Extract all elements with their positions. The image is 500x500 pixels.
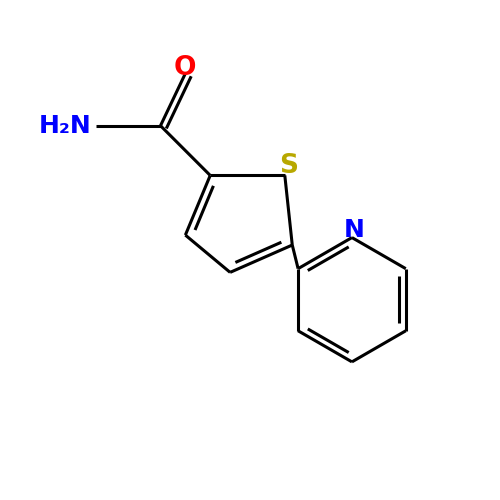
- Text: S: S: [280, 154, 298, 180]
- Text: O: O: [174, 54, 197, 80]
- Text: H₂N: H₂N: [39, 114, 92, 138]
- Text: N: N: [344, 218, 365, 242]
